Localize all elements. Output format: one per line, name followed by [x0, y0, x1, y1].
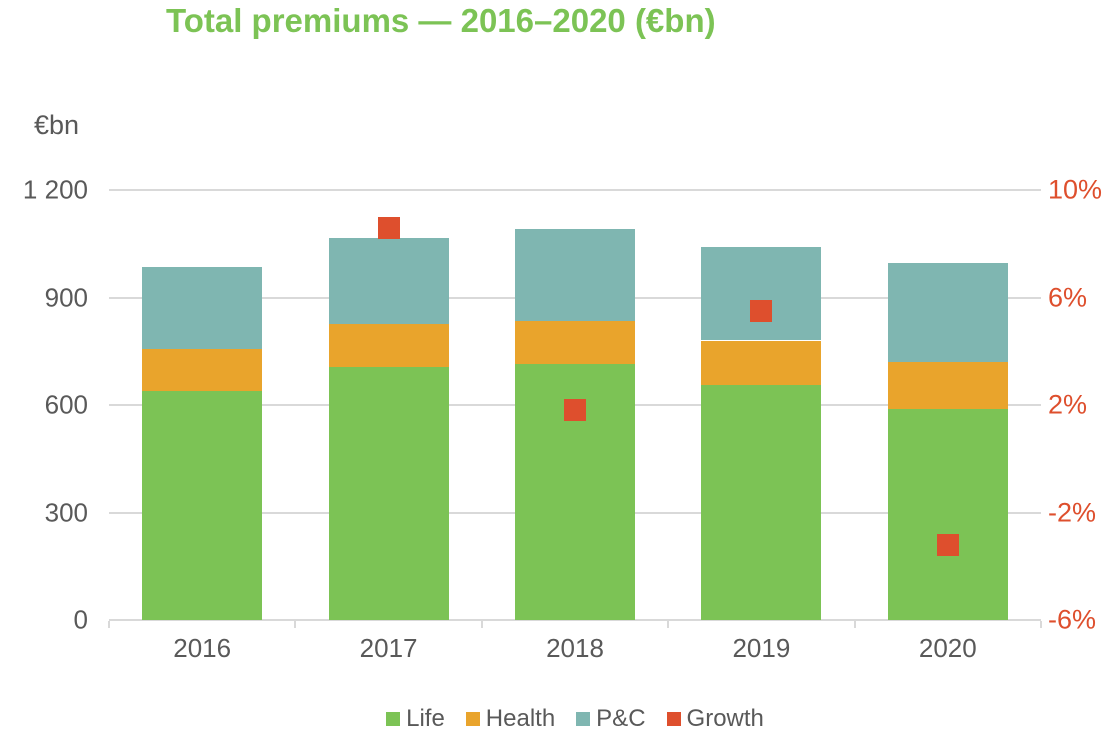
legend-item-pc: P&C [576, 705, 646, 732]
left-axis-unit-label: €bn [34, 110, 80, 140]
x-axis-line [109, 619, 1041, 621]
x-axis-tick [480, 621, 483, 628]
x-axis-tick [853, 621, 856, 628]
growth-marker-2017 [377, 216, 400, 239]
legend-label-pc: P&C [596, 705, 646, 732]
x-axis-label-2018: 2018 [546, 633, 604, 663]
bar-segment-health-2020 [887, 362, 1008, 409]
right-axis-tick-labels: 10% 6% 2% -2% -6% [1048, 175, 1105, 635]
left-axis-tick-900: 900 [44, 282, 88, 312]
right-axis-tick--6%: -6% [1048, 604, 1097, 635]
x-axis-label-2017: 2017 [359, 633, 418, 663]
legend-item-growth: Growth [666, 705, 764, 732]
x-axis-labels: 2016 2017 2018 2019 2020 [109, 633, 1041, 665]
legend-swatch-health-icon [465, 712, 480, 726]
bar-segment-life-2019 [701, 385, 822, 620]
left-axis-tick-300: 300 [44, 497, 88, 527]
right-axis-tick-10%: 10% [1048, 174, 1103, 205]
growth-marker-2020 [936, 533, 959, 556]
bar-segment-health-2019 [701, 340, 822, 386]
bar-segment-pc-2018 [515, 229, 635, 321]
bar-segment-life-2017 [328, 367, 449, 620]
left-axis-tick-0: 0 [73, 604, 88, 635]
growth-marker-2019 [750, 299, 773, 322]
legend-label-life: Life [406, 705, 445, 732]
bar-segment-life-2016 [142, 390, 263, 620]
right-axis-tick--2%: -2% [1048, 497, 1097, 527]
bar-segment-health-2017 [328, 324, 449, 368]
legend-label-health: Health [485, 705, 556, 732]
bar-segment-health-2018 [515, 320, 635, 364]
left-axis-tick-labels: 1 200 900 600 300 0 [18, 175, 88, 635]
bar-segment-pc-2019 [701, 247, 822, 341]
x-axis-label-2019: 2019 [732, 633, 791, 663]
gridline-1200 [109, 189, 1041, 191]
bar-segment-health-2016 [142, 349, 263, 391]
chart-title: Total premiums — 2016–2020 (€bn) [166, 2, 716, 39]
x-axis-label-2016: 2016 [173, 633, 232, 663]
bar-segment-life-2020 [887, 408, 1008, 620]
x-axis-tick [667, 621, 670, 628]
x-axis-tick [1040, 621, 1042, 628]
x-axis-tick [294, 621, 297, 628]
bar-segment-pc-2020 [887, 263, 1008, 362]
bar-segment-pc-2017 [328, 238, 449, 325]
right-axis-tick-2%: 2% [1048, 389, 1088, 420]
legend-item-health: Health [465, 705, 556, 732]
legend-swatch-life-icon [386, 712, 401, 726]
legend-swatch-growth-icon [666, 712, 681, 726]
left-axis-tick-600: 600 [44, 389, 88, 420]
plot-area [108, 189, 1042, 628]
legend-swatch-pc-icon [576, 712, 591, 726]
x-axis-tick [108, 621, 110, 628]
x-axis-label-2020: 2020 [918, 633, 977, 663]
growth-marker-2018 [564, 399, 586, 422]
legend: Life Health P&C Growth [109, 705, 1041, 732]
bar-segment-pc-2016 [142, 267, 263, 350]
legend-label-growth: Growth [686, 705, 764, 732]
legend-item-life: Life [386, 705, 445, 732]
right-axis-tick-6%: 6% [1048, 282, 1088, 312]
left-axis-tick-1200: 1 200 [22, 174, 88, 205]
